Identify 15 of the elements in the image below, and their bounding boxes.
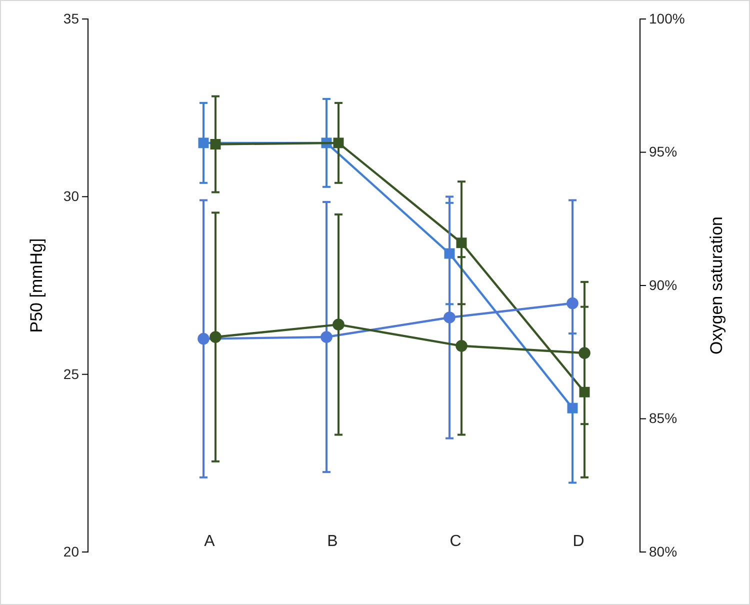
y2-axis-title: Oxygen saturation: [707, 216, 726, 354]
x-tick-label: D: [572, 533, 584, 550]
x-tick-label: A: [204, 533, 216, 550]
y2-tick-label: 80%: [649, 543, 678, 560]
x-tick-label: C: [450, 533, 462, 550]
y-tick-label: 35: [63, 10, 80, 26]
y-tick-label: 25: [63, 366, 80, 382]
y-tick-label: 30: [63, 188, 80, 204]
y-tick-label: 20: [63, 543, 80, 560]
y2-tick-label: 85%: [649, 410, 678, 426]
x-tick-label: B: [327, 533, 338, 550]
y2-tick-label: 100%: [649, 10, 685, 26]
y2-tick-label: 95%: [649, 144, 678, 160]
y-axis-title: P50 [mmHg]: [27, 238, 46, 333]
y2-tick-label: 90%: [649, 276, 678, 293]
